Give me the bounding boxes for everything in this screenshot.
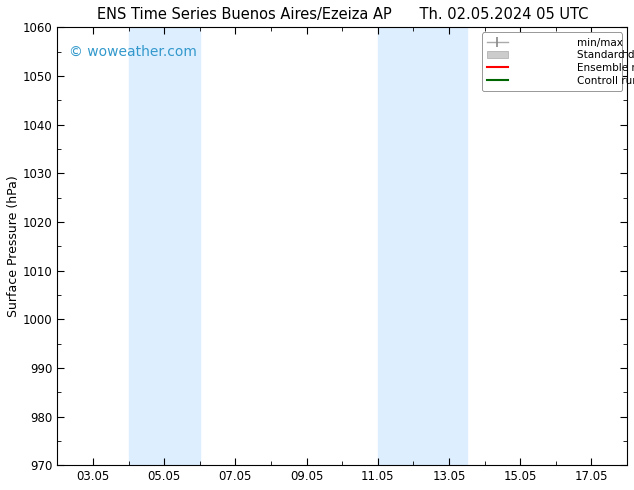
Y-axis label: Surface Pressure (hPa): Surface Pressure (hPa) — [7, 175, 20, 317]
Bar — [129, 27, 200, 465]
Bar — [378, 27, 467, 465]
Text: © woweather.com: © woweather.com — [68, 45, 197, 59]
Legend: min/max, Standard deviation, Ensemble mean run, Controll run: min/max, Standard deviation, Ensemble me… — [482, 32, 622, 91]
Title: ENS Time Series Buenos Aires/Ezeiza AP      Th. 02.05.2024 05 UTC: ENS Time Series Buenos Aires/Ezeiza AP T… — [96, 7, 588, 22]
